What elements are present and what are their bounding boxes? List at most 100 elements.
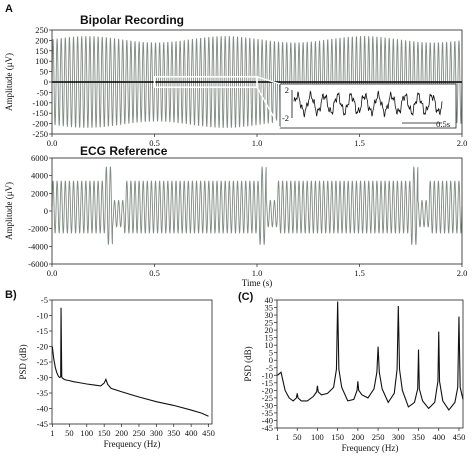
ecg-ylabel: Amplitude (μV) (4, 182, 14, 240)
psdc-ytick-label: 15 (265, 333, 274, 343)
psdc-ytick-label: -5 (266, 363, 273, 373)
psdb-xtick-label: 450 (202, 428, 215, 438)
bipolar-ytick-label: -50 (37, 87, 48, 97)
psdb-xtick-label: 300 (150, 428, 163, 438)
psdc-ytick-label: -15 (262, 378, 273, 388)
bipolar-zoom-box (153, 76, 258, 89)
psdb-xtick-label: 400 (185, 428, 198, 438)
bipolar-ylabel: Amplitude (μV) (4, 53, 14, 111)
psdb-ytick-label: -15 (37, 326, 48, 336)
psdc-xlabel: Frequency (Hz) (342, 443, 399, 453)
ecg-ytick-label: 2000 (31, 188, 48, 198)
ecg-ytick-label: 4000 (31, 171, 48, 181)
bipolar-ytick-label: -100 (32, 98, 48, 108)
inset-ytick-label: -2 (282, 113, 289, 123)
psd-c-panel: 4035302520151050-5-10-15-20-25-30-35-40-… (243, 295, 465, 453)
bipolar-xtick-label: 0.0 (47, 138, 58, 148)
psdb-ytick-label: -45 (37, 419, 48, 429)
psdb-ylabel: PSD (dB) (18, 344, 28, 379)
ecg-ytick-label: -2000 (28, 224, 48, 234)
ecg-xtick-label: 1.5 (354, 268, 365, 278)
ecg-xtick-label: 0.5 (149, 268, 160, 278)
psdc-ytick-label: -10 (262, 370, 273, 380)
psdc-ytick-label: 0 (269, 355, 273, 365)
bipolar-ytick-label: 0 (44, 77, 48, 87)
psdb-ytick-label: -25 (37, 357, 48, 367)
ecg-ytick-label: -6000 (28, 259, 48, 269)
psdc-xtick-label: 250 (372, 432, 385, 442)
ecg-xtick-label: 0.0 (47, 268, 58, 278)
psdb-ytick-label: -40 (37, 404, 48, 414)
bipolar-xtick-label: 0.5 (149, 138, 160, 148)
psdb-xtick-label: 200 (115, 428, 128, 438)
panel-label-a: A (5, 3, 13, 15)
psdc-xtick-label: 450 (453, 432, 466, 442)
ecg-title: ECG Reference (80, 144, 168, 158)
panel-label-b: B) (5, 289, 17, 301)
psdb-frame (51, 299, 213, 425)
psdb-ytick-label: -30 (37, 373, 48, 383)
psdc-ytick-label: 10 (265, 340, 274, 350)
psdb-ytick-label: -35 (37, 388, 48, 398)
psdb-xtick-label: 50 (65, 428, 74, 438)
ecg-ytick-label: 0 (44, 206, 48, 216)
ecg-ytick-label: -4000 (28, 241, 48, 251)
inset-signal-line (293, 90, 443, 118)
inset-connector-top (256, 76, 281, 85)
psdb-xtick-label: 150 (98, 428, 111, 438)
psdc-ytick-label: -45 (262, 423, 273, 433)
bipolar-xtick-label: 1.5 (354, 138, 365, 148)
inset-scale-label: 0.5s (436, 119, 450, 129)
ecg-signal-line (51, 166, 463, 245)
psdc-ytick-label: -30 (262, 400, 273, 410)
psdb-xtick-label: 350 (167, 428, 180, 438)
psdb-xlabel: Frequency (Hz) (104, 439, 161, 449)
psdb-ytick-label: -5 (41, 295, 48, 305)
psdc-ylabel: PSD (dB) (243, 346, 253, 381)
psdc-psd-line (277, 301, 464, 411)
psdc-ytick-label: 30 (265, 310, 274, 320)
psdc-xtick-label: 300 (392, 432, 405, 442)
bipolar-ytick-label: 250 (35, 25, 48, 35)
psdc-frame (276, 299, 464, 429)
inset-ytick-label: 2 (285, 85, 289, 95)
psdc-xtick-label: 350 (412, 432, 425, 442)
psdb-psd-line (51, 307, 209, 417)
psdc-ytick-label: 20 (265, 325, 274, 335)
ecg-xtick-label: 2.0 (457, 268, 468, 278)
psd-b-panel: -5-10-15-20-25-30-35-40-451 50 100 150 200 25… (18, 295, 215, 449)
ecg-ytick-label: 6000 (31, 153, 48, 163)
ecg-xlabel: Time (s) (242, 278, 272, 288)
bipolar-ytick-label: -250 (32, 129, 48, 139)
psdb-ytick-label: -10 (37, 311, 48, 321)
psdc-xtick-label: 1 (275, 432, 279, 442)
psdc-ytick-label: 35 (265, 303, 274, 313)
psdc-ytick-label: -40 (262, 415, 273, 425)
bipolar-ytick-label: 200 (35, 35, 48, 45)
psdb-xtick-label: 250 (133, 428, 146, 438)
bipolar-ytick-label: -150 (32, 108, 48, 118)
psdc-xtick-label: 200 (351, 432, 364, 442)
psdc-ytick-label: 25 (265, 318, 274, 328)
bipolar-ytick-label: -200 (32, 119, 48, 129)
ecg-xtick-label: 1.0 (252, 268, 263, 278)
psdc-ytick-label: 5 (269, 348, 273, 358)
psdc-ytick-label: -25 (262, 393, 273, 403)
psdc-ytick-label: -35 (262, 408, 273, 418)
psdb-xtick-label: 100 (80, 428, 93, 438)
psdc-ytick-label: -20 (262, 385, 273, 395)
psdb-ytick-label: -20 (37, 342, 48, 352)
bipolar-xtick-label: 1.0 (252, 138, 263, 148)
bipolar-ytick-label: 150 (35, 46, 48, 56)
bipolar-xtick-label: 2.0 (457, 138, 468, 148)
psdc-xtick-label: 50 (293, 432, 302, 442)
bipolar-ytick-label: 100 (35, 56, 48, 66)
psdc-xtick-label: 100 (311, 432, 324, 442)
psdb-xtick-label: 1 (50, 428, 54, 438)
psdc-xtick-label: 400 (432, 432, 445, 442)
bipolar-title: Bipolar Recording (80, 13, 184, 27)
bipolar-ytick-label: 50 (40, 67, 49, 77)
